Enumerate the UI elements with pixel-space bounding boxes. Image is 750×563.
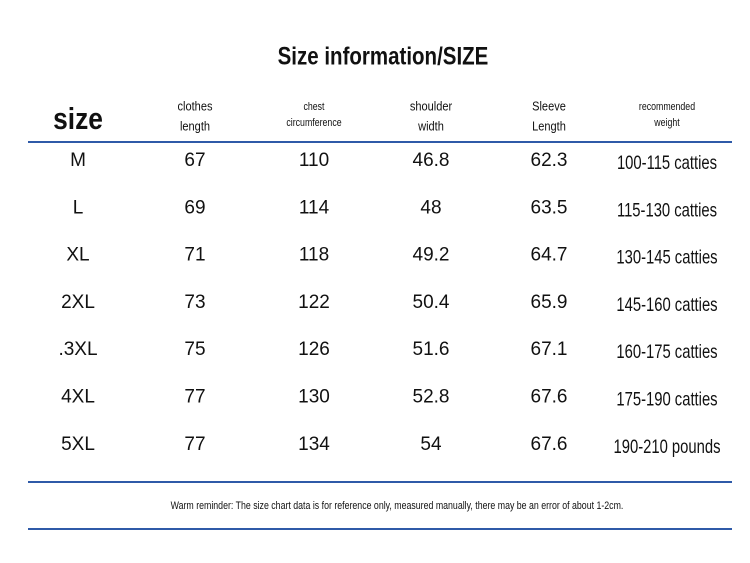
header-cell: length	[180, 119, 210, 134]
table-cell: 114	[299, 197, 330, 218]
table-cell: 46.8	[413, 150, 450, 171]
table-cell: 69	[184, 197, 205, 218]
table-cell: 118	[299, 245, 329, 266]
table-cell: 63.5	[531, 197, 568, 218]
table-cell: 5XL	[61, 434, 95, 455]
header-cell: circumference	[286, 117, 342, 129]
table-cell: .3XL	[58, 339, 97, 360]
table-cell: 67.1	[531, 339, 568, 360]
table-cell: 50.4	[413, 292, 450, 313]
table-cell: 145-160 catties	[616, 294, 717, 315]
table-cell: L	[73, 197, 84, 218]
table-cell: 2XL	[61, 292, 95, 313]
table-cell: 49.2	[413, 245, 450, 266]
table-cell: 115-130 catties	[617, 200, 717, 221]
table-cell: 160-175 catties	[616, 341, 717, 362]
table-cell: XL	[66, 245, 89, 266]
table-cell: 130-145 catties	[616, 247, 717, 268]
table-cell: 71	[184, 245, 205, 266]
table-cell: 54	[420, 434, 442, 455]
header-cell: Sleeve	[532, 99, 566, 114]
header-cell: clothes	[178, 99, 213, 114]
header-cell: recommended	[639, 101, 695, 113]
table-cell: M	[70, 150, 86, 171]
table-cell: 4XL	[61, 387, 95, 408]
table-cell: 65.9	[531, 292, 568, 313]
table-cell: 62.3	[531, 150, 568, 171]
table-cell: 64.7	[531, 245, 568, 266]
table-cell: 100-115 catties	[617, 152, 717, 173]
table-cell: 77	[184, 434, 205, 455]
table-cell: 67.6	[531, 387, 568, 408]
table-cell: 122	[298, 292, 330, 313]
table-cell: 73	[184, 292, 205, 313]
table-cell: 175-190 catties	[616, 389, 717, 410]
table-cell: 134	[298, 434, 330, 455]
table-cell: 126	[298, 339, 330, 360]
table-cell: 190-210 pounds	[614, 436, 721, 457]
header-cell: weight	[653, 117, 680, 129]
header-cell: size	[53, 102, 103, 136]
table-cell: 75	[184, 339, 205, 360]
table-cell: 67.6	[531, 434, 568, 455]
table-cell: 48	[420, 197, 441, 218]
table-cell: 52.8	[413, 387, 450, 408]
table-cell: 77	[184, 387, 205, 408]
title: Size information/SIZE	[278, 42, 489, 70]
table-cell: 51.6	[413, 339, 450, 360]
note: Warm reminder: The size chart data is fo…	[171, 500, 624, 512]
table-cell: 67	[184, 150, 205, 171]
table-cell: 110	[299, 150, 329, 171]
header-cell: Length	[532, 119, 566, 134]
header-cell: shoulder	[410, 99, 452, 114]
table-cell: 130	[298, 387, 330, 408]
header-cell: width	[417, 119, 444, 134]
header-cell: chest	[303, 101, 324, 113]
